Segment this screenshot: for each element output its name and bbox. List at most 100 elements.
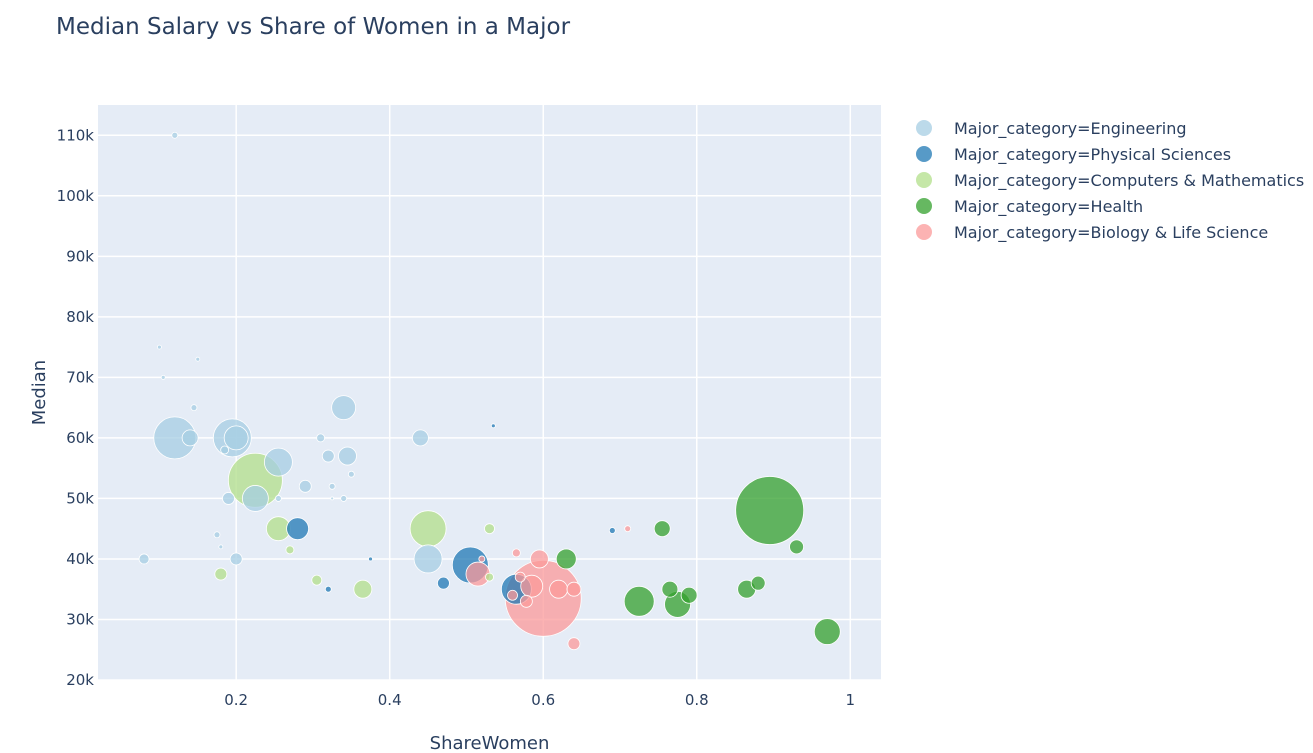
legend-swatch-icon [916,172,932,188]
data-point-series-0[interactable] [195,356,201,362]
data-point-series-1[interactable] [437,576,450,590]
data-point-series-3[interactable] [680,586,698,604]
data-point-series-0[interactable] [218,544,224,550]
legend-swatch-icon [916,146,932,162]
data-point-series-0[interactable] [138,553,150,565]
legend-label: Major_category=Health [954,196,1144,216]
legend-swatch-icon [916,224,932,240]
data-point-series-4[interactable] [511,548,521,558]
data-point-series-0[interactable] [157,344,162,350]
data-point-series-3[interactable] [555,548,577,570]
data-point-series-0[interactable] [229,552,243,566]
data-point-series-0[interactable] [321,449,335,463]
y-tick-label: 70k [66,368,94,386]
grid-lines [98,105,881,681]
data-point-series-2[interactable] [214,567,228,581]
data-point-series-0[interactable] [340,495,348,502]
data-point-series-2[interactable] [353,579,373,599]
legend-label: Major_category=Physical Sciences [954,144,1232,164]
y-tick-label: 60k [66,429,94,447]
data-point-series-0[interactable] [222,492,235,505]
data-point-series-2[interactable] [311,574,323,586]
y-tick-label: 40k [66,550,94,568]
data-point-series-1[interactable] [608,527,616,534]
data-point-series-0[interactable] [181,429,199,447]
data-point-series-1[interactable] [368,556,373,562]
data-point-series-4[interactable] [529,549,549,569]
x-tick-label: 0.4 [378,691,402,709]
legend-item[interactable]: Major_category=Physical Sciences [914,141,1304,167]
legend-item[interactable]: Major_category=Computers & Mathematics [914,167,1304,193]
chart-title: Median Salary vs Share of Women in a Maj… [56,14,571,40]
data-point-series-2[interactable] [409,510,447,548]
y-tick-label: 110k [57,126,95,144]
legend-label: Major_category=Computers & Mathematics [954,170,1305,190]
data-point-series-0[interactable] [338,446,357,466]
data-point-series-0[interactable] [263,447,293,477]
x-tick-label: 0.8 [685,691,709,709]
data-point-series-0[interactable] [331,395,357,421]
data-point-series-3[interactable] [735,476,805,545]
data-point-series-0[interactable] [220,445,230,455]
data-point-series-3[interactable] [661,580,679,598]
data-point-series-1[interactable] [286,517,309,541]
data-point-series-0[interactable] [160,374,166,380]
data-point-series-2[interactable] [484,523,495,535]
legend-swatch-icon [916,120,932,136]
data-point-series-4[interactable] [566,581,582,597]
data-point-series-0[interactable] [274,495,282,502]
data-point-series-2[interactable] [285,545,295,555]
data-markers [138,131,841,651]
y-axis-ticks: 20k 30k 40k 50k 60k 70k 80k 90k 100k 110k [57,126,95,689]
data-point-series-3[interactable] [653,520,671,538]
data-point-series-3[interactable] [789,539,804,555]
data-point-series-0[interactable] [347,470,355,478]
x-tick-label: 0.6 [531,691,555,709]
y-tick-label: 20k [66,671,94,689]
x-axis-title: ShareWomen [430,733,550,753]
data-point-series-4[interactable] [520,574,544,598]
y-tick-label: 100k [57,187,95,205]
data-point-series-0[interactable] [171,131,179,139]
y-tick-label: 80k [66,308,94,326]
data-point-series-4[interactable] [514,571,526,583]
data-point-series-2[interactable] [485,572,494,582]
data-point-series-0[interactable] [241,485,269,512]
data-point-series-3[interactable] [623,585,655,617]
data-point-series-3[interactable] [813,618,841,645]
legend-label: Major_category=Biology & Life Science [954,222,1269,242]
legend-label: Major_category=Engineering [954,118,1187,138]
y-axis-title: Median [29,360,50,425]
data-point-series-4[interactable] [549,579,568,599]
x-tick-label: 0.2 [224,691,248,709]
y-tick-label: 50k [66,489,94,507]
data-point-series-1[interactable] [490,423,496,429]
y-tick-label: 90k [66,247,94,265]
data-point-series-0[interactable] [328,482,336,490]
data-point-series-0[interactable] [412,429,429,447]
legend-swatch-icon [916,198,932,214]
data-point-series-0[interactable] [223,425,249,451]
plot-area [98,105,881,680]
data-point-series-0[interactable] [413,544,443,574]
legend-item[interactable]: Major_category=Health [914,193,1304,219]
data-point-series-0[interactable] [298,479,312,493]
data-point-series-4[interactable] [519,594,533,608]
data-point-series-4[interactable] [567,637,581,651]
data-point-series-1[interactable] [324,585,332,593]
data-point-series-4[interactable] [507,589,518,601]
legend-item[interactable]: Major_category=Engineering [914,115,1304,141]
data-point-series-0[interactable] [316,433,326,443]
data-point-series-4[interactable] [624,525,632,533]
data-point-series-0[interactable] [330,496,335,501]
data-point-series-0[interactable] [213,531,221,539]
x-axis-ticks: 0.2 0.4 0.6 0.8 1 [224,691,855,709]
legend-item[interactable]: Major_category=Biology & Life Science [914,219,1304,245]
data-point-series-0[interactable] [190,404,198,412]
y-tick-label: 30k [66,610,94,628]
data-point-series-3[interactable] [750,575,766,591]
data-point-series-4[interactable] [478,555,486,563]
chart-legend: Major_category=Engineering Major_category… [914,115,1304,245]
x-tick-label: 1 [846,691,856,709]
